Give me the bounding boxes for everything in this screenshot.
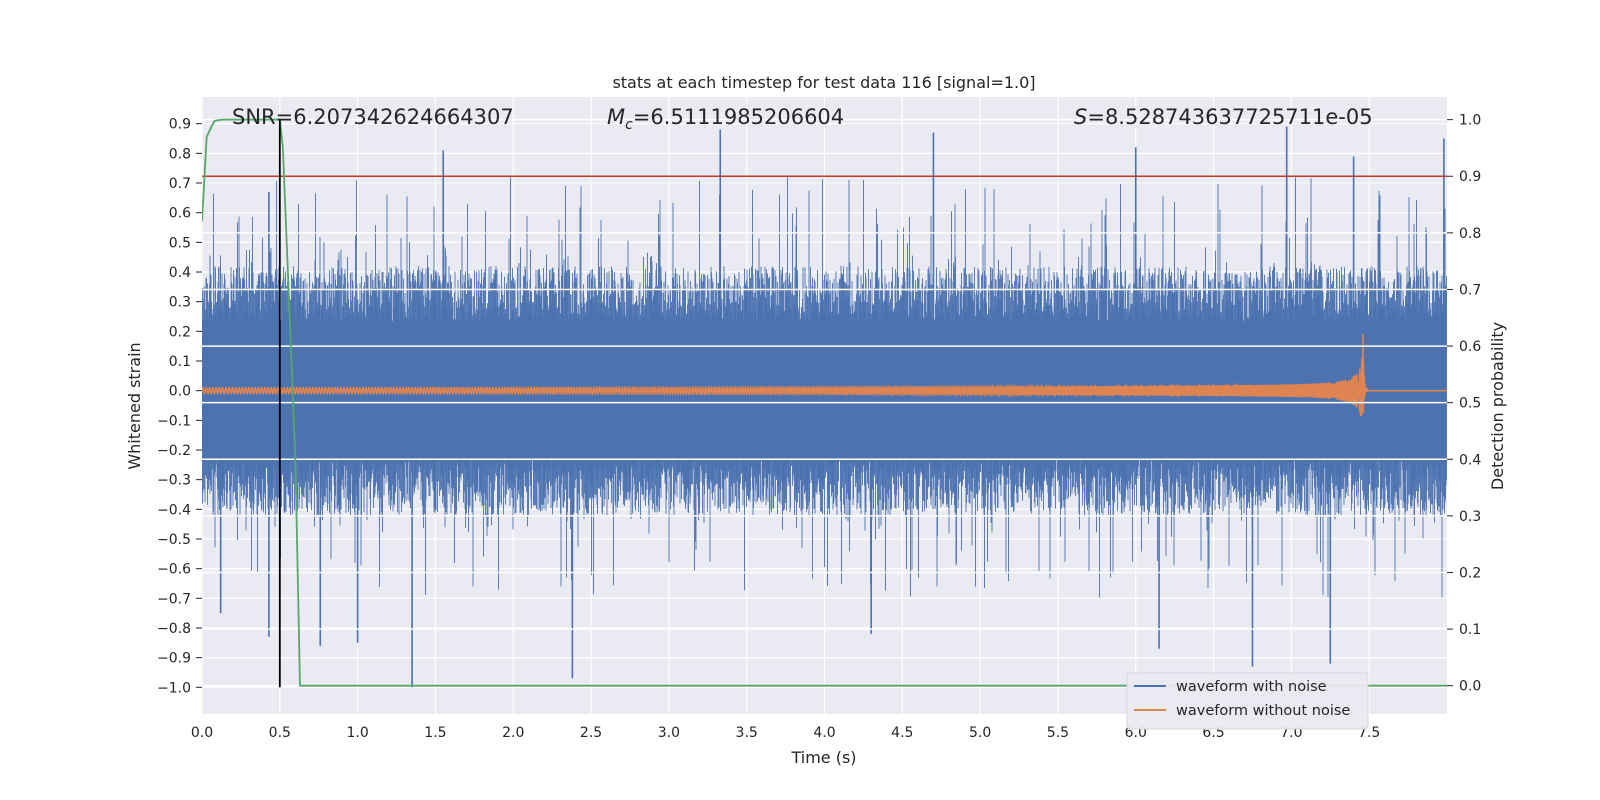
x-tick-label: 5.0	[969, 725, 991, 741]
x-tick-label: 5.5	[1047, 725, 1069, 741]
y-tick-label: −1.0	[157, 680, 191, 696]
y-tick-label: 0.3	[169, 295, 191, 311]
x-tick-label: 2.5	[580, 725, 602, 741]
annotation-s-symbol: S	[1074, 105, 1087, 129]
y-tick-label: 0.7	[169, 176, 191, 192]
x-tick-label: 3.5	[736, 725, 758, 741]
overlay	[202, 118, 1447, 688]
y-tick-label: 0.4	[169, 265, 191, 281]
y2-tick-label: 0.4	[1459, 452, 1481, 468]
legend-box	[1126, 672, 1369, 730]
y-tick-label: −0.8	[157, 621, 191, 637]
y-tick-label: 0.8	[169, 146, 191, 162]
y2-tick-label: 0.7	[1459, 282, 1481, 298]
annotation-chirp-mass-symbol: M	[607, 105, 625, 129]
y2-tick-label: 0.6	[1459, 339, 1481, 355]
y-tick-label: −0.7	[157, 591, 191, 607]
x-tick-label: 4.5	[891, 725, 913, 741]
y2-tick-label: 0.3	[1459, 509, 1481, 525]
x-tick-label: 4.0	[813, 725, 835, 741]
x-tick-label: 1.5	[424, 725, 446, 741]
annotation-s: S=8.528743637725711e-05	[1074, 105, 1373, 129]
y-tick-label: 0.0	[169, 384, 191, 400]
annotation-chirp-mass-value: =6.5111985206604	[633, 105, 844, 129]
y-tick-label: −0.2	[157, 443, 191, 459]
legend: waveform with noise waveform without noi…	[1126, 672, 1369, 730]
legend-label-noise: waveform with noise	[1176, 679, 1327, 695]
y-tick-label: 0.9	[169, 117, 191, 133]
y-tick-label: −0.3	[157, 473, 191, 489]
x-tick-label: 1.0	[346, 725, 368, 741]
y-tick-label: 0.2	[169, 324, 191, 340]
annotation-chirp-mass: Mc=6.5111985206604	[607, 105, 844, 133]
y-tick-label: 0.1	[169, 354, 191, 370]
y2-tick-label: 1.0	[1459, 113, 1481, 129]
series-waveform-without-noise	[202, 334, 1447, 417]
y-tick-label: 0.6	[169, 206, 191, 222]
x-axis-label: Time (s)	[790, 748, 856, 767]
y-tick-label: −0.1	[157, 413, 191, 429]
y2-axis-label: Detection probability	[1488, 322, 1507, 490]
y-tick-label: −0.6	[157, 562, 191, 578]
x-tick-label: 0.5	[269, 725, 291, 741]
y-tick-label: −0.9	[157, 651, 191, 667]
axes: 0.0 0.5 1.0 1.5 2.0 2.5 3.0 3.5 4.0 4.5 5.0 5.5 6.0 6…	[157, 113, 1481, 741]
y2-tick-label: 0.0	[1459, 679, 1481, 695]
y-axis-label: Whitened strain	[125, 342, 144, 469]
y2-tick-label: 0.5	[1459, 396, 1481, 412]
x-tick-label: 3.0	[658, 725, 680, 741]
legend-label-clean: waveform without noise	[1176, 703, 1350, 719]
annotation-s-value: =8.528743637725711e-05	[1087, 105, 1372, 129]
y2-tick-label: 0.2	[1459, 565, 1481, 581]
chart-title: stats at each timestep for test data 116…	[612, 73, 1035, 92]
annotation-snr: SNR=6.207342624664307	[232, 105, 514, 129]
y-tick-label: 0.5	[169, 235, 191, 251]
x-tick-label: 2.0	[502, 725, 524, 741]
x-tick-label: 0.0	[191, 725, 213, 741]
annotation-chirp-mass-sub: c	[625, 117, 633, 133]
y2-tick-label: 0.8	[1459, 226, 1481, 242]
y2-tick-label: 0.1	[1459, 622, 1481, 638]
y-tick-label: −0.5	[157, 532, 191, 548]
series-detection-probability	[202, 118, 1447, 687]
y-tick-label: −0.4	[157, 502, 191, 518]
y2-tick-label: 0.9	[1459, 169, 1481, 185]
